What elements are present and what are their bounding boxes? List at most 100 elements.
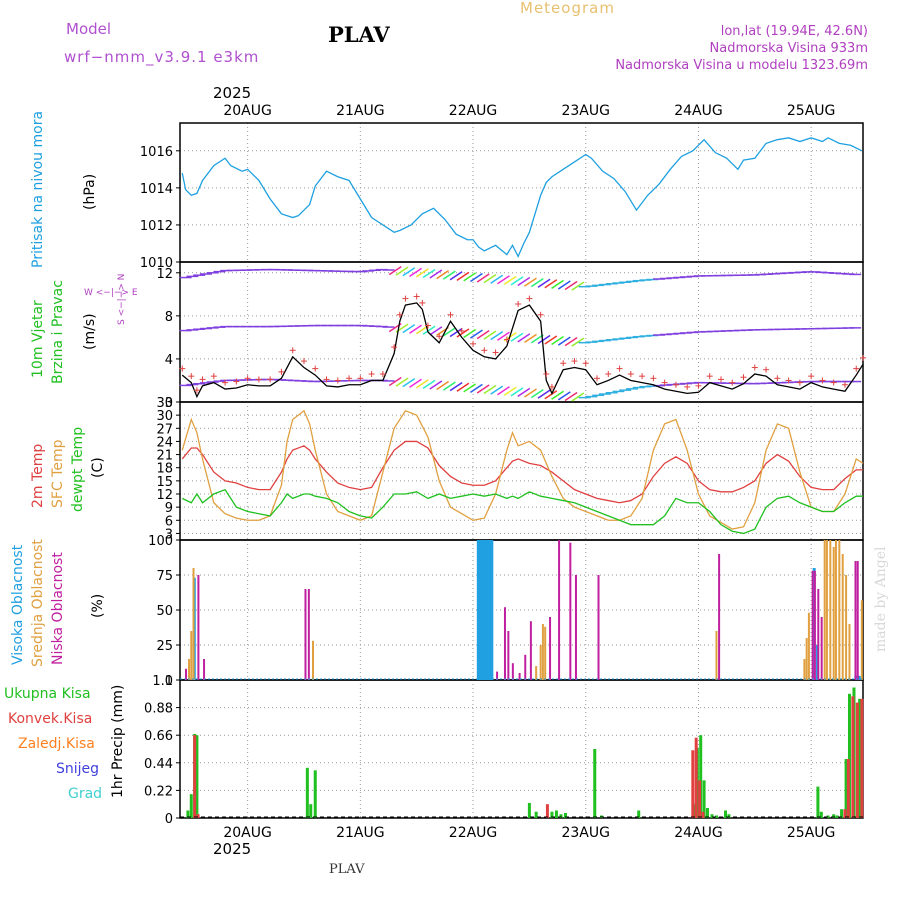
wind-arrow xyxy=(456,271,470,281)
wind-arrow xyxy=(530,388,544,399)
panel-4: 0 0.22 0.44 0.66 0.88 1.1 xyxy=(144,674,864,827)
wind-arrow xyxy=(470,383,483,394)
y-tick-label: 8 xyxy=(165,310,173,325)
y-tick-label: 0.22 xyxy=(144,784,173,799)
wind-arrow xyxy=(470,329,483,339)
wind-arrow xyxy=(456,328,470,338)
wind-arrow xyxy=(551,279,564,290)
y-tick-label: 21 xyxy=(156,449,173,464)
wind-arrow xyxy=(544,279,558,289)
y-tick-label: 15 xyxy=(156,475,173,490)
wind-arrow xyxy=(436,380,450,391)
x-label-top: 20AUG xyxy=(223,103,272,119)
total-rain-bar xyxy=(186,810,190,818)
station-title: PLAV xyxy=(328,22,390,47)
convective-rain-bar xyxy=(545,804,549,818)
wind-arrow xyxy=(537,278,551,288)
precip-legend-total: Ukupna Kisa xyxy=(4,686,91,702)
wind-arrow xyxy=(510,276,524,286)
wind-arrow xyxy=(551,335,564,346)
wind-arrow xyxy=(490,385,504,395)
x-label-top: 23AUG xyxy=(561,103,610,119)
y-tick-label: 30 xyxy=(156,409,173,424)
wind-arrow xyxy=(449,382,463,392)
wind-arrow xyxy=(490,274,504,284)
panel-frame xyxy=(179,679,864,819)
y-tick-label: 0.44 xyxy=(144,757,173,772)
x-label-bottom: 24AUG xyxy=(674,825,723,841)
total-rain-bar xyxy=(710,814,714,818)
total-rain-bar xyxy=(819,811,823,818)
temp-dewpt-line xyxy=(181,488,863,535)
pressure-line xyxy=(181,137,863,258)
wind-arrow xyxy=(476,384,490,394)
convective-rain-bar xyxy=(851,696,855,818)
wind-arrow xyxy=(449,271,463,281)
y-tick-label: 18 xyxy=(156,462,173,477)
wind-arrow xyxy=(524,333,537,343)
wind-arrow xyxy=(422,268,436,279)
total-rain-bar xyxy=(727,814,731,818)
y-tick-label: 100 xyxy=(148,534,173,549)
total-rain-bar xyxy=(563,812,567,818)
y-tick-label: 1014 xyxy=(140,182,173,197)
total-rain-bar xyxy=(702,780,706,818)
total-rain-bar xyxy=(550,811,554,818)
wind-arrow xyxy=(571,281,585,291)
panel-frame xyxy=(179,122,864,263)
y-tick-label: 1012 xyxy=(140,219,173,234)
total-rain-bar xyxy=(847,693,851,818)
y-tick-label: 0.66 xyxy=(144,729,173,744)
convective-rain-bar xyxy=(843,809,847,818)
wind-arrow xyxy=(463,328,477,339)
total-rain-bar xyxy=(826,815,830,818)
wind-arrow xyxy=(497,275,510,285)
meteogram-title: Meteogram xyxy=(520,0,615,17)
wind-arrow xyxy=(422,379,436,390)
wind-arrow xyxy=(470,272,483,283)
convective-rain-bar xyxy=(698,780,702,818)
x-label-bottom: 22AUG xyxy=(449,825,498,841)
y-tick-label: 0 xyxy=(165,674,173,689)
precip-legend-convective: Konvek.Kisa xyxy=(8,711,93,727)
precip-legend-freezing: Zaledj.Kisa xyxy=(18,736,95,752)
wind-arrow xyxy=(436,269,450,280)
footer-station: PLAV xyxy=(329,862,365,877)
year-bottom: 2025 xyxy=(213,840,252,858)
convective-rain-bar xyxy=(860,698,864,818)
total-rain-bar xyxy=(637,810,641,818)
y-tick-label: 9 xyxy=(165,501,173,516)
convective-rain-bar xyxy=(691,750,695,818)
wind-arrow xyxy=(395,266,409,276)
wind-speed-line xyxy=(181,302,864,399)
wind-arrow xyxy=(557,391,571,401)
wind-arrow xyxy=(503,386,517,396)
wind-arrow xyxy=(463,272,477,282)
precip-legend-hail: Grad xyxy=(68,786,103,802)
wind-arrow xyxy=(456,382,470,392)
wind-arrow xyxy=(395,377,409,387)
temp-sfc-line xyxy=(181,409,864,530)
total-rain-bar xyxy=(305,767,309,818)
wind-arrow xyxy=(530,278,544,288)
model-label: Model xyxy=(66,20,112,38)
convective-rain-bar xyxy=(846,759,850,818)
wind-arrow xyxy=(530,334,544,344)
wind-arrow xyxy=(388,265,402,276)
wind-arrow xyxy=(476,329,490,340)
wind-arrow xyxy=(503,275,517,285)
y-tick-label: 12 xyxy=(156,488,173,503)
wind-arrow xyxy=(429,326,443,336)
total-rain-bar xyxy=(554,810,558,818)
y-tick-label: 0.88 xyxy=(144,702,173,717)
y-tick-label: 75 xyxy=(156,569,173,584)
wind-arrow xyxy=(442,381,456,391)
y-tick-label: 33 xyxy=(156,396,173,411)
x-label-top: 25AUG xyxy=(787,103,836,119)
wind-compass-we: W <−|−> E xyxy=(84,288,138,298)
lonlat-info: lon,lat (19.94E, 42.6N) xyxy=(720,24,868,39)
wind-arrow xyxy=(537,334,551,345)
total-rain-bar xyxy=(835,815,839,818)
wind-arrow xyxy=(544,335,558,345)
total-rain-bar xyxy=(840,809,844,818)
